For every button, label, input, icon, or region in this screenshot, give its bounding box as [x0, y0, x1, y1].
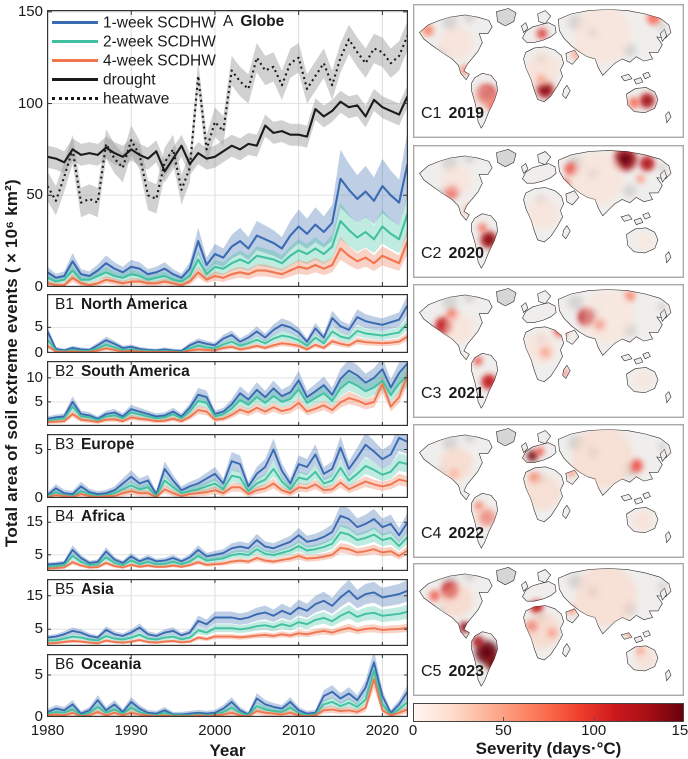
panel-region: North America [80, 296, 188, 313]
panel-code: B6 [55, 656, 74, 673]
y-tick-label-B5-5: 5 [34, 620, 43, 638]
map-label-C4: C4 2022 [421, 525, 484, 543]
panel-B6-plot [47, 654, 408, 717]
legend-item-1-week: 1-week SCDHW [52, 13, 216, 32]
map-year: 2021 [448, 385, 485, 402]
x-axis-label: Year [209, 741, 246, 759]
map-C3-2021 [413, 284, 684, 418]
panel-code: A [223, 13, 234, 30]
panel-B2-plot [47, 361, 408, 426]
severity-colorbar [413, 703, 684, 722]
panel-code: B5 [55, 581, 74, 598]
y-tick-label-B3-0: 0 [34, 488, 43, 506]
panel-region: Oceania [80, 656, 142, 673]
y-tick-label-B1-5: 5 [34, 318, 43, 336]
y-tick-label-B2-10: 10 [26, 368, 43, 386]
panel-region: South America [80, 363, 190, 380]
colorbar-tick-label-0: 0 [408, 722, 418, 739]
panel-code: B2 [55, 363, 74, 380]
y-tick-label-B2-5: 5 [34, 392, 43, 410]
y-tick-label-A-150: 150 [17, 2, 43, 20]
map-year: 2020 [448, 245, 485, 262]
colorbar-tick-mark [593, 717, 595, 722]
y-tick-label-A-50: 50 [26, 186, 43, 204]
y-tick-label-B5-15: 15 [26, 586, 43, 604]
y-tick-label-B4-5: 5 [34, 545, 43, 563]
panel-region: Europe [80, 436, 135, 453]
x-tick-label-1990: 1990 [114, 722, 148, 739]
x-tick-label-1980: 1980 [30, 722, 65, 739]
map-C5-2023 [413, 563, 684, 696]
panel-B1-plot [47, 294, 408, 353]
panel-label-B1: B1 North America [55, 296, 187, 314]
panel-region: Globe [240, 13, 285, 30]
y-tick-label-B6-5: 5 [34, 666, 43, 683]
map-code: C2 [421, 245, 442, 262]
map-label-C2: C2 2020 [421, 245, 484, 263]
map-code: C1 [421, 105, 442, 122]
map-year: 2019 [448, 105, 485, 122]
x-tick-label-2020: 2020 [365, 722, 400, 739]
panel-region: Africa [80, 508, 125, 525]
panel-A-plot [47, 10, 408, 287]
colorbar-tick-mark [503, 717, 505, 722]
map-C1-2019 [413, 4, 684, 138]
y-tick-label-B1-0: 0 [34, 343, 43, 361]
colorbar-title: Severity (days·°C) [475, 739, 622, 758]
map-label-C1: C1 2019 [421, 105, 484, 123]
legend: 1-week SCDHW 2-week SCDHW 4-week SCDHW d… [52, 13, 216, 108]
x-tick-label-2000: 2000 [198, 722, 232, 739]
y-tick-label-A-100: 100 [17, 94, 43, 112]
legend-line-heatwave-icon [52, 97, 98, 101]
legend-item-2-week: 2-week SCDHW [52, 32, 216, 51]
map-year: 2023 [448, 663, 485, 680]
map-year: 2022 [448, 525, 485, 542]
legend-line-1-week-icon [52, 21, 98, 25]
panel-label-A: A Globe [223, 13, 284, 31]
panel-B5-plot [47, 579, 408, 646]
map-label-C3: C3 2021 [421, 385, 484, 403]
map-C4-2022 [413, 424, 684, 558]
y-axis-label: Total area of soil extreme events (×10⁶ … [2, 179, 21, 548]
map-code: C4 [421, 525, 442, 542]
panel-B4-plot [47, 506, 408, 571]
legend-item-drought: drought [52, 70, 216, 89]
panel-code: B3 [55, 436, 74, 453]
legend-line-2-week-icon [52, 40, 98, 44]
y-tick-label-B6-0: 0 [34, 707, 43, 725]
panel-code: B1 [55, 296, 74, 313]
panel-code: B4 [55, 508, 74, 525]
panel-label-B3: B3 Europe [55, 436, 134, 454]
colorbar-tick-label-50: 50 [494, 722, 512, 739]
map-code: C3 [421, 385, 442, 402]
colorbar-tick-label-100: 100 [581, 722, 607, 739]
y-tick-label-B4-15: 15 [26, 513, 43, 531]
panel-B3-plot [47, 434, 408, 498]
y-tick-label-A-0: 0 [34, 277, 43, 295]
x-tick-label-2010: 2010 [281, 722, 316, 739]
y-tick-label-B3-5: 5 [34, 440, 43, 458]
legend-line-4-week-icon [52, 59, 98, 63]
map-code: C5 [421, 663, 442, 680]
panel-label-B2: B2 South America [55, 363, 190, 381]
panel-label-B4: B4 Africa [55, 508, 125, 526]
panel-region: Asia [80, 581, 114, 598]
panel-label-B5: B5 Asia [55, 581, 114, 599]
map-label-C5: C5 2023 [421, 663, 484, 681]
map-C2-2020 [413, 145, 684, 278]
panel-label-B6: B6 Oceania [55, 656, 141, 674]
colorbar-tick-label-150: 150 [671, 722, 688, 739]
legend-line-drought-icon [52, 78, 98, 82]
legend-item-heatwave: heatwave [52, 89, 216, 108]
legend-item-4-week: 4-week SCDHW [52, 51, 216, 70]
